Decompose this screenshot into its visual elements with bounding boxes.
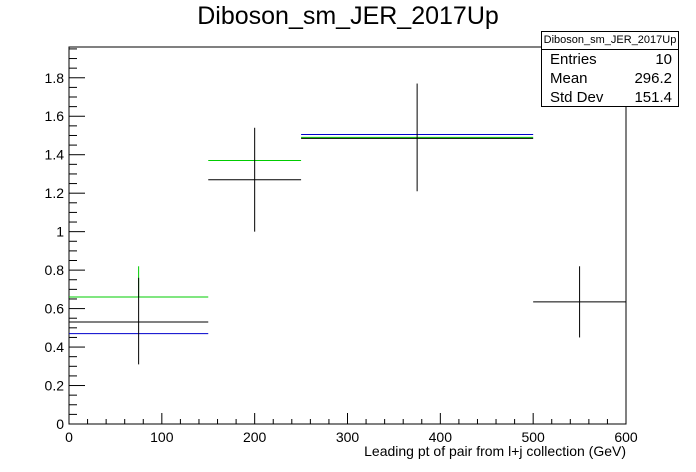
chart-title: Diboson_sm_JER_2017Up xyxy=(197,2,499,30)
x-tick-label: 300 xyxy=(336,429,360,445)
stats-value: 10 xyxy=(655,51,672,68)
y-tick-label: 0 xyxy=(56,416,64,432)
x-tick-label: 400 xyxy=(429,429,453,445)
stats-box: Diboson_sm_JER_2017Up Entries 10 Mean 29… xyxy=(541,31,679,107)
x-tick-label: 500 xyxy=(521,429,545,445)
y-tick-label: 1.8 xyxy=(45,70,65,86)
series-group xyxy=(69,83,626,365)
stats-row-stddev: Std Dev 151.4 xyxy=(542,88,678,107)
y-tick-label: 1.4 xyxy=(45,147,65,163)
series-group xyxy=(69,136,534,298)
stats-box-title: Diboson_sm_JER_2017Up xyxy=(542,32,678,50)
y-tick-label: 0.6 xyxy=(45,301,65,317)
stats-value: 151.4 xyxy=(634,89,672,106)
x-axis-label: Leading pt of pair from l+j collection (… xyxy=(364,443,626,459)
y-tick-label: 0.2 xyxy=(45,378,65,394)
stats-value: 296.2 xyxy=(634,70,672,87)
x-tick-label: 600 xyxy=(614,429,638,445)
x-tick-label: 200 xyxy=(243,429,267,445)
y-tick-label: 0.8 xyxy=(45,262,65,278)
stats-row-mean: Mean 296.2 xyxy=(542,69,678,88)
axes: 0 100 200 300 400 500 600 0 0.2 0.4 0.6 0.8 1 1.2 1.4 1… xyxy=(45,48,638,445)
y-tick-label: 1 xyxy=(56,224,64,240)
y-tick-label: 0.4 xyxy=(45,339,65,355)
y-tick-label: 1.2 xyxy=(45,185,65,201)
x-tick-label: 100 xyxy=(150,429,174,445)
stats-label: Std Dev xyxy=(550,89,604,106)
stats-row-entries: Entries 10 xyxy=(542,50,678,69)
y-tick-label: 1.6 xyxy=(45,108,65,124)
stats-label: Entries xyxy=(550,51,597,68)
stats-label: Mean xyxy=(550,70,588,87)
x-tick-label: 0 xyxy=(65,429,73,445)
series-layer xyxy=(69,83,626,365)
